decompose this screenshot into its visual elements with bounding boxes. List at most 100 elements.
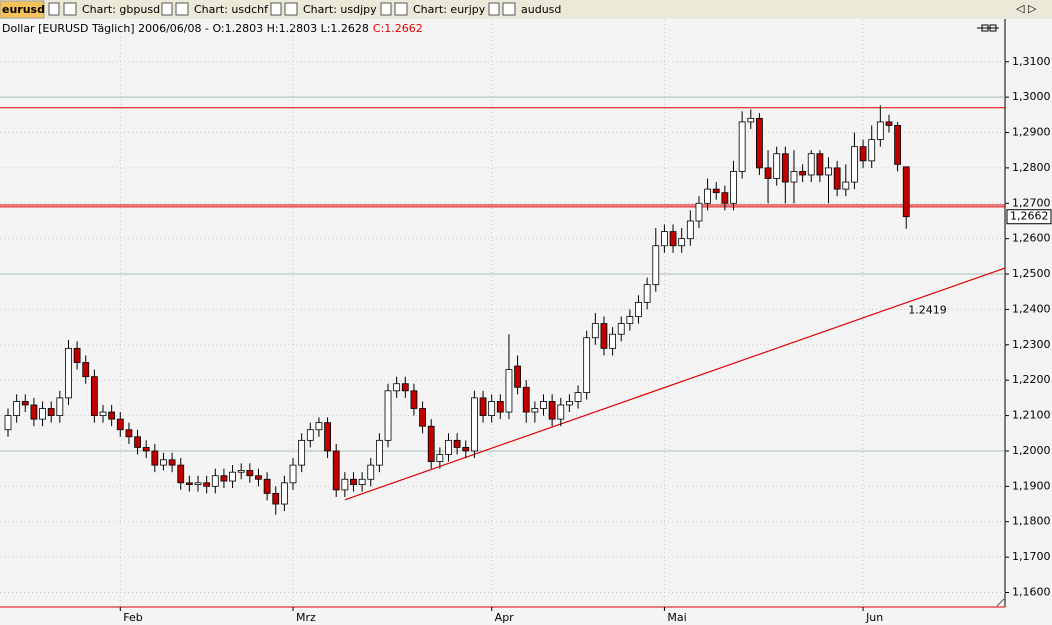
candle-body <box>704 188 711 204</box>
candle <box>375 433 383 473</box>
candle <box>557 397 565 427</box>
trendline <box>344 267 1006 501</box>
candle-body <box>168 459 176 466</box>
candle <box>246 463 254 483</box>
tab-label[interactable]: eurusd <box>2 3 45 16</box>
candle-body <box>522 386 530 413</box>
candle <box>82 355 90 384</box>
candle-body <box>643 284 651 303</box>
candle-body <box>531 408 539 413</box>
candle <box>73 341 81 370</box>
trendline-label: 1.2419 <box>908 304 947 317</box>
candle-body <box>211 475 219 487</box>
candle <box>427 419 435 469</box>
tab-label[interactable]: audusd <box>521 3 561 16</box>
candle-body <box>781 153 789 183</box>
tab-label[interactable]: Chart: gbpusd <box>82 3 160 16</box>
candle-body <box>488 401 496 416</box>
tab-label[interactable]: Chart: eurjpy <box>413 3 486 16</box>
candle <box>540 394 547 416</box>
candle <box>790 150 798 204</box>
candle-body <box>574 392 582 402</box>
candle-body <box>419 408 426 427</box>
x-tick-label: Feb <box>123 611 142 624</box>
candle <box>583 330 591 400</box>
candle <box>410 383 418 416</box>
y-tick-label: 1,2400 <box>1012 302 1051 315</box>
candle-body <box>289 464 297 484</box>
candle <box>436 447 444 469</box>
candle-body <box>99 411 107 416</box>
candle-body <box>367 464 375 480</box>
candle-body <box>315 422 323 431</box>
y-tick-label: 1,2000 <box>1012 444 1051 457</box>
candle <box>591 312 599 345</box>
plot-background <box>0 19 1052 625</box>
candle <box>704 178 711 211</box>
candle <box>177 458 185 490</box>
candle-body <box>21 401 29 406</box>
candle-body <box>410 390 418 409</box>
candle-body <box>73 347 81 363</box>
candle-body <box>591 323 599 339</box>
candle-body <box>738 121 746 172</box>
candle-body <box>393 383 401 392</box>
candle <box>825 157 832 204</box>
candle-body <box>833 167 841 190</box>
y-tick-label: 1,2500 <box>1012 267 1051 280</box>
title-close: C:1.2662 <box>373 22 423 35</box>
candle-body <box>730 171 737 204</box>
y-tick-label: 1,1700 <box>1012 550 1051 563</box>
candle-body <box>695 202 703 222</box>
y-tick-label: 1,1800 <box>1012 515 1051 528</box>
candle-body <box>816 153 824 176</box>
candle <box>90 369 98 423</box>
y-tick-label: 1,2200 <box>1012 373 1051 386</box>
candle-body <box>108 411 116 420</box>
tab-label[interactable]: Chart: usdchf <box>194 3 269 16</box>
candle <box>99 404 107 423</box>
candle <box>4 408 12 437</box>
candle <box>661 224 668 253</box>
candle-body <box>358 478 366 485</box>
candle-body <box>401 383 409 392</box>
candle-body <box>142 447 150 452</box>
candle-body <box>151 450 159 466</box>
candle-body <box>626 316 634 324</box>
candle <box>678 228 686 253</box>
y-tick-label: 1,3000 <box>1012 90 1051 103</box>
candle-body <box>56 397 64 416</box>
tab-label[interactable]: Chart: usdjpy <box>303 3 377 16</box>
candle-body <box>600 323 608 349</box>
candle-body <box>514 365 521 388</box>
y-tick-label: 1,2800 <box>1012 161 1051 174</box>
candle-body <box>229 471 236 482</box>
candle-body <box>90 376 98 416</box>
candle-body <box>194 482 202 485</box>
candle <box>358 472 366 492</box>
candle-body <box>445 439 452 455</box>
candle <box>108 404 116 427</box>
candle <box>65 339 72 405</box>
title-text: Dollar [EURUSD Täglich] 2006/06/08 - O:1… <box>2 22 369 35</box>
candle-body <box>885 121 893 126</box>
candle <box>609 327 616 356</box>
candle-body <box>375 439 383 466</box>
candle <box>756 113 763 175</box>
candle-body <box>686 220 694 240</box>
candle <box>833 160 841 197</box>
candle <box>142 440 150 459</box>
candle-body <box>661 231 668 247</box>
x-tick-label: Jun <box>865 611 883 624</box>
x-tick-label: Apr <box>495 611 515 624</box>
scroll-arrows[interactable]: ◁ ▷ <box>1016 2 1037 15</box>
candle <box>600 316 608 356</box>
candle-body <box>868 139 876 162</box>
tab-active[interactable] <box>0 0 45 19</box>
candle-body <box>825 167 832 176</box>
candle <box>255 468 262 487</box>
candle-body <box>436 454 444 462</box>
candle-body <box>609 333 616 349</box>
candle <box>185 475 193 492</box>
